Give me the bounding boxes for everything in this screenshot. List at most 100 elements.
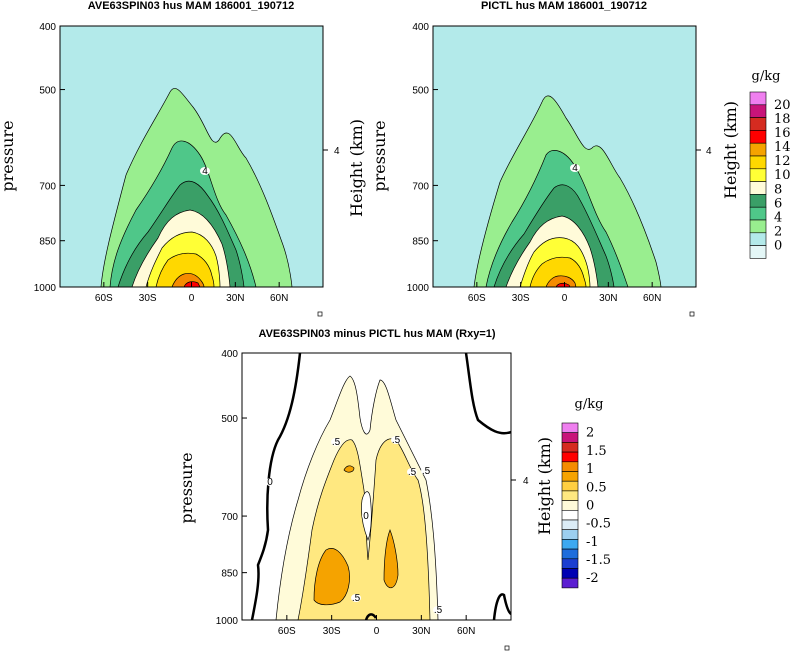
panel-3-fill-1b bbox=[383, 529, 399, 588]
colorbar-label: 0.5 bbox=[586, 480, 607, 495]
colorbar-swatch bbox=[561, 471, 579, 482]
colorbar-swatch bbox=[561, 461, 579, 472]
colorbar-swatch bbox=[749, 181, 767, 195]
colorbar-swatch bbox=[561, 509, 579, 521]
panel-2-corner-marker bbox=[689, 311, 695, 317]
colorbar-swatch bbox=[561, 500, 579, 511]
xtick-label: 30N bbox=[412, 626, 430, 637]
colorbar-label: 14 bbox=[774, 140, 790, 155]
xtick-label: 30N bbox=[226, 293, 244, 304]
svg-text:4: 4 bbox=[202, 166, 208, 177]
colorbar-swatch bbox=[749, 206, 767, 221]
ytick-label: 400 bbox=[39, 22, 56, 33]
colorbar-2-labels: 2 1.5 1 0.5 0 -0.5 -1 -1.5 -2 bbox=[586, 426, 611, 587]
colorbar-2-swatches bbox=[561, 422, 579, 589]
colorbar-label: 4 bbox=[774, 210, 782, 225]
panel-2-y2tick-label: 4 bbox=[706, 146, 712, 157]
ytick-label: 1000 bbox=[216, 616, 239, 627]
xtick-label: 30S bbox=[323, 626, 341, 637]
ytick-label: 400 bbox=[221, 349, 238, 360]
colorbar-label: 6 bbox=[774, 196, 782, 211]
colorbar-label: 0 bbox=[586, 498, 594, 513]
panel-2-fill-14 bbox=[545, 275, 577, 287]
ytick-label: 500 bbox=[221, 414, 238, 425]
colorbar-label: 16 bbox=[774, 126, 790, 141]
panel-1-contour-label: 4 bbox=[200, 166, 210, 177]
panel-3-fill-1 bbox=[313, 548, 350, 606]
panel-2-plot-area bbox=[433, 26, 696, 287]
xtick-label: 60N bbox=[643, 293, 661, 304]
xtick-label: 60S bbox=[95, 293, 113, 304]
colorbar-swatch bbox=[749, 245, 767, 259]
colorbar-label: -1.5 bbox=[586, 553, 611, 568]
colorbar-label: 1.5 bbox=[586, 444, 607, 459]
colorbar-swatch bbox=[749, 194, 767, 208]
colorbar-label: 8 bbox=[774, 182, 782, 197]
ytick-label: 1000 bbox=[407, 283, 430, 294]
colorbar-label: 2 bbox=[586, 426, 594, 441]
colorbar-label: -2 bbox=[586, 571, 599, 586]
panel-2-contour-label: 4 bbox=[570, 163, 580, 174]
colorbar-label: 20 bbox=[774, 98, 790, 113]
colorbar-2-units: g/kg bbox=[575, 397, 604, 412]
colorbar-label: 18 bbox=[774, 112, 790, 127]
colorbar-label: 2 bbox=[774, 225, 782, 240]
xtick-label: 60S bbox=[468, 293, 486, 304]
xtick-label: 30S bbox=[512, 293, 530, 304]
panel-3-zero-line-left bbox=[250, 353, 302, 620]
ytick-label: 400 bbox=[412, 22, 429, 33]
colorbar-label: 1 bbox=[586, 462, 594, 477]
ytick-label: 500 bbox=[39, 86, 56, 97]
colorbar-label: 10 bbox=[774, 168, 790, 183]
panel-3-y2label: Height (km) bbox=[535, 437, 554, 535]
panel-1-corner-marker bbox=[317, 311, 323, 317]
panel-3-fill-1c bbox=[343, 465, 355, 473]
colorbar-swatch bbox=[561, 422, 579, 433]
colorbar-swatch bbox=[749, 155, 767, 170]
svg-text:.5: .5 bbox=[408, 467, 417, 478]
panel-1-ylabel: pressure bbox=[0, 120, 17, 191]
svg-text:.5: .5 bbox=[392, 435, 401, 446]
panel-3-zero-line-bottom bbox=[364, 613, 378, 620]
panel-3-ylabel: pressure bbox=[177, 452, 196, 523]
colorbar-swatch bbox=[561, 558, 579, 569]
panel-2-title: PICTL hus MAM 186001_190712 bbox=[481, 0, 647, 12]
xtick-label: 0 bbox=[374, 626, 380, 637]
panel-3-zero-line-right bbox=[464, 353, 511, 435]
colorbar-swatch bbox=[561, 577, 579, 589]
panel-3-corner-marker bbox=[504, 645, 510, 651]
colorbar-swatch bbox=[561, 432, 579, 443]
panel-2: PICTL hus MAM 186001_190712 4 400 500 700 8… bbox=[370, 0, 740, 317]
colorbar-label: -1 bbox=[586, 535, 599, 550]
colorbar-swatch bbox=[561, 490, 579, 501]
colorbar-swatch bbox=[561, 568, 579, 579]
ytick-label: 850 bbox=[39, 237, 56, 248]
panel-2-fill-16 bbox=[555, 282, 571, 287]
colorbar-1-swatches bbox=[749, 91, 767, 259]
panel-3-y2tick-label: 4 bbox=[523, 476, 529, 487]
panel-1-plot-area bbox=[60, 26, 323, 287]
colorbar-swatch bbox=[561, 519, 579, 530]
colorbar-swatch bbox=[749, 104, 767, 118]
panel-1-y2label: Height (km) bbox=[347, 119, 366, 217]
colorbar-swatch bbox=[749, 142, 767, 157]
colorbar-swatch bbox=[749, 168, 767, 182]
colorbar-label: 12 bbox=[774, 154, 790, 169]
colorbar-swatch bbox=[561, 451, 579, 463]
ytick-label: 700 bbox=[412, 181, 429, 192]
ytick-label: 850 bbox=[221, 569, 238, 580]
colorbar-label: -0.5 bbox=[586, 517, 611, 532]
panel-3: AVE63SPIN03 minus PICTL hus MAM (Rxy=1) … bbox=[177, 328, 554, 651]
colorbar-swatch bbox=[749, 117, 767, 131]
xtick-label: 60N bbox=[270, 293, 288, 304]
panel-1-title: AVE63SPIN03 hus MAM 186001_190712 bbox=[88, 0, 294, 12]
svg-text:.5: .5 bbox=[422, 466, 431, 477]
colorbar-swatch bbox=[749, 219, 767, 234]
svg-text:0: 0 bbox=[267, 477, 273, 488]
colorbar-swatch bbox=[749, 130, 767, 144]
xtick-label: 60S bbox=[278, 626, 296, 637]
colorbar-swatch bbox=[561, 480, 579, 492]
